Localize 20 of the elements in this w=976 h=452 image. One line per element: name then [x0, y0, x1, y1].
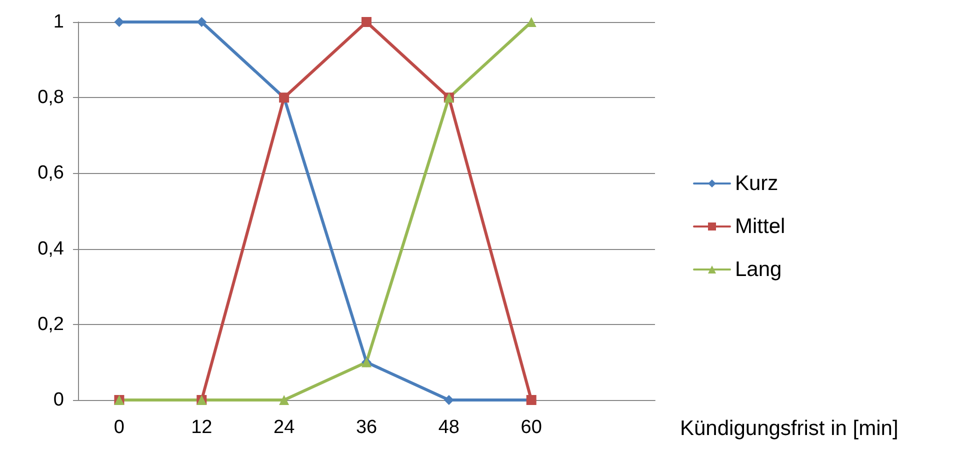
x-tick-label: 12	[191, 417, 212, 438]
y-tick-label: 0	[53, 390, 64, 410]
point	[196, 17, 207, 27]
x-tick-label: 48	[438, 417, 460, 438]
y-tick-label: 0,4	[38, 238, 64, 260]
legend-label: Mittel	[735, 215, 786, 238]
y-tick-label: 0,6	[38, 162, 64, 184]
x-tick-label: 60	[520, 417, 542, 438]
y-tick-label: 0,2	[38, 314, 64, 335]
x-tick-label: 0	[114, 417, 125, 438]
legend-label: Kurz	[735, 172, 778, 195]
legend-label: Lang	[735, 258, 782, 281]
y-tick-label: 0,8	[38, 87, 64, 108]
x-tick-label: 24	[274, 417, 296, 438]
x-axis-title: Kündigungsfrist in [min]	[680, 417, 898, 440]
y-tick-label: 1	[53, 12, 64, 32]
x-tick-label: 36	[356, 417, 378, 438]
point	[444, 395, 454, 405]
point	[362, 17, 372, 27]
point	[114, 17, 124, 27]
